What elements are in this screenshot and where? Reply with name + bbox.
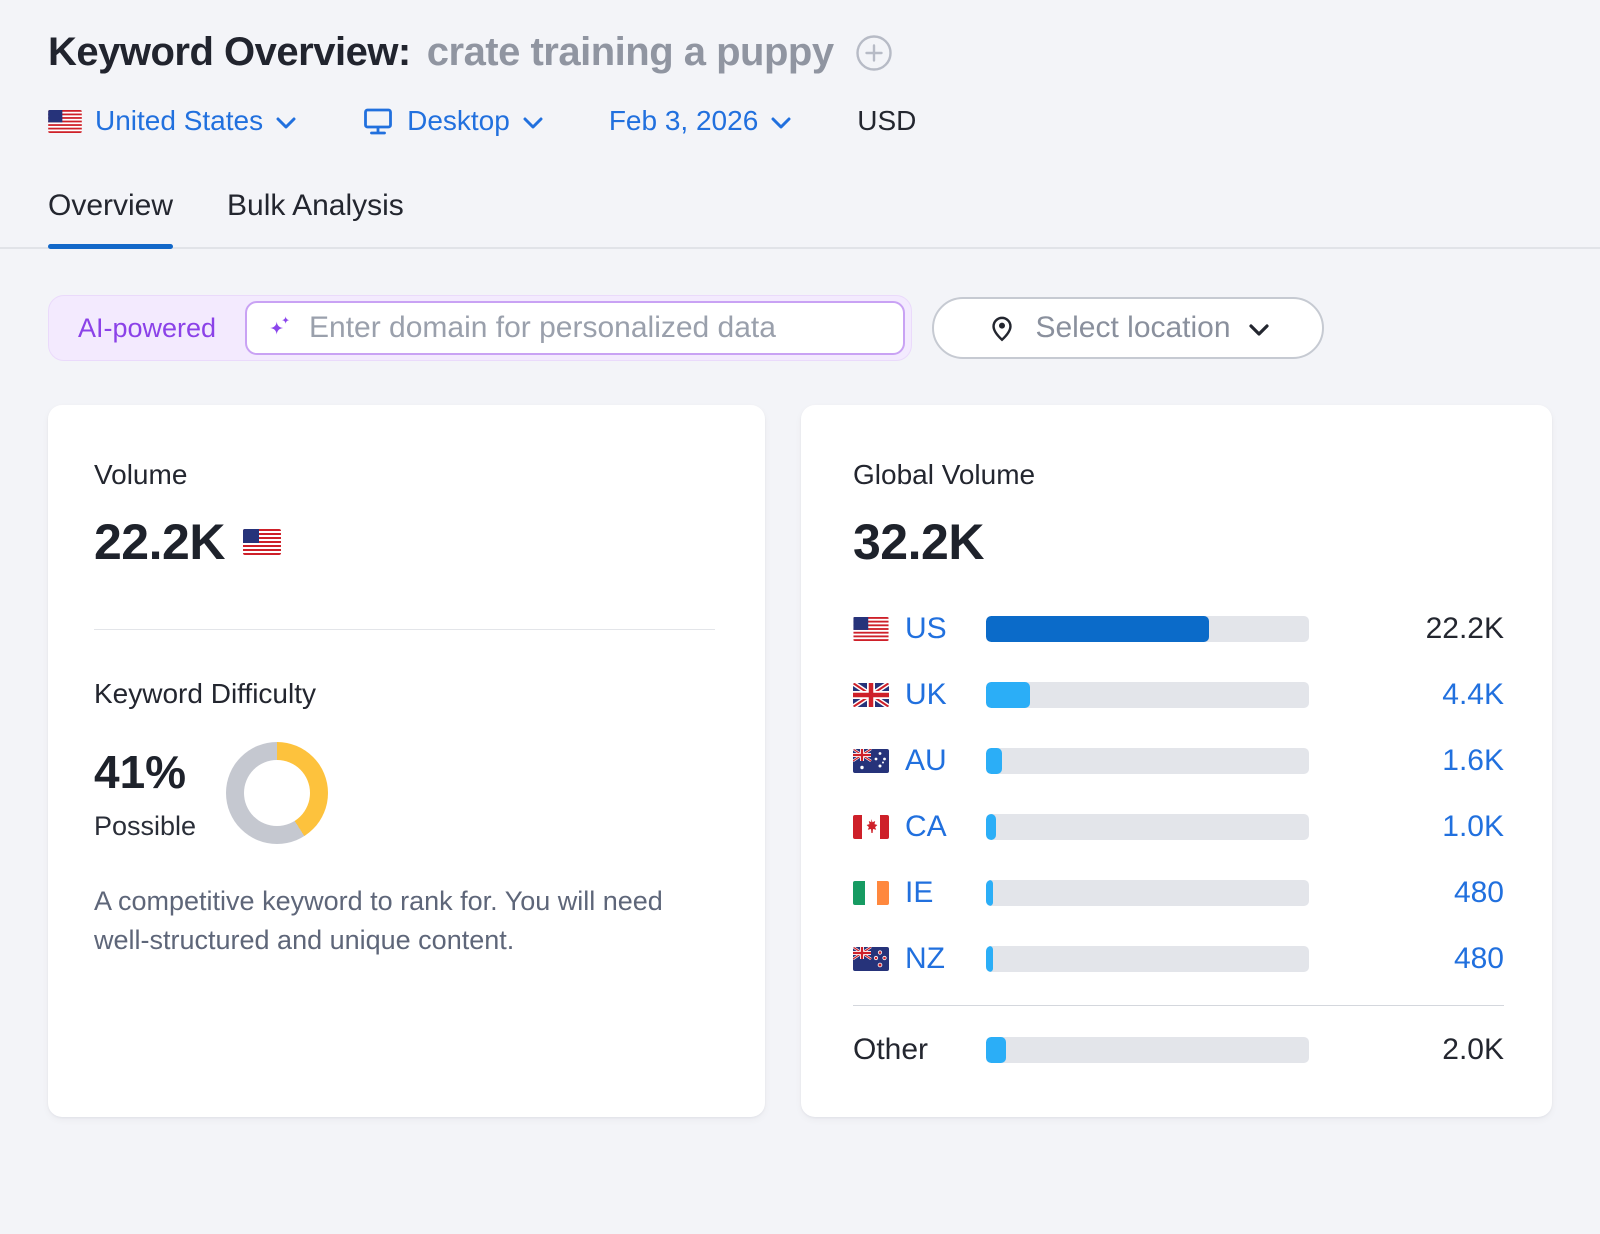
global-volume-card: Global Volume 32.2K US 22.2K: [801, 405, 1552, 1117]
us-flag-icon: [242, 529, 281, 555]
volume-bar-nz: [986, 946, 1309, 972]
country-label-uk[interactable]: UK: [905, 678, 947, 711]
date-filter[interactable]: Feb 3, 2026: [609, 105, 791, 137]
volume-value: 22.2K: [94, 514, 225, 570]
chevron-down-icon: [523, 117, 543, 128]
device-filter-label: Desktop: [407, 105, 510, 136]
volume-bar-au: [986, 748, 1309, 774]
chevron-down-icon: [276, 117, 296, 128]
country-label-ca[interactable]: CA: [905, 810, 947, 843]
domain-input-wrapper: [245, 301, 905, 355]
page-header: Keyword Overview: crate training a puppy…: [0, 0, 1600, 137]
uk-flag-icon: [853, 683, 889, 707]
keyword-text: crate training a puppy: [426, 30, 834, 74]
country-row-uk: UK 4.4K: [853, 675, 1504, 715]
sparkles-icon: [270, 316, 290, 335]
country-value-uk[interactable]: 4.4K: [1442, 678, 1504, 711]
country-row-other: Other 2.0K: [853, 1030, 1504, 1070]
tab-bulk-analysis[interactable]: Bulk Analysis: [227, 189, 404, 222]
ai-powered-badge: AI-powered: [77, 312, 217, 343]
personalization-bar: AI-powered Select location: [0, 295, 1600, 361]
volume-bar-uk: [986, 682, 1309, 708]
other-value: 2.0K: [1442, 1033, 1504, 1066]
country-value-nz[interactable]: 480: [1453, 942, 1504, 975]
volume-bar-ca: [986, 814, 1309, 840]
country-value-us: 22.2K: [1425, 612, 1504, 645]
volume-bar-us: [986, 616, 1309, 642]
tab-bar: Overview Bulk Analysis: [0, 189, 1600, 249]
country-value-au[interactable]: 1.6K: [1442, 744, 1504, 777]
country-filter[interactable]: United States: [48, 105, 296, 137]
page-title: Keyword Overview:: [48, 30, 411, 74]
ai-powered-container: AI-powered: [48, 295, 912, 361]
volume-bar-other: [986, 1037, 1309, 1063]
country-row-ca: CA 1.0K: [853, 807, 1504, 847]
chevron-down-icon: [771, 117, 791, 128]
chevron-down-icon: [1248, 324, 1269, 336]
title-row: Keyword Overview: crate training a puppy: [48, 30, 1552, 75]
device-filter[interactable]: Desktop: [362, 105, 543, 137]
nz-flag-icon: [853, 947, 889, 971]
volume-bar-ie: [986, 880, 1309, 906]
country-filter-label: United States: [95, 105, 264, 136]
select-location-label: Select location: [1035, 311, 1231, 344]
country-value-ie[interactable]: 480: [1453, 876, 1504, 909]
country-label-nz[interactable]: NZ: [905, 942, 945, 975]
country-row-au: AU 1.6K: [853, 741, 1504, 781]
country-row-us: US 22.2K: [853, 609, 1504, 649]
location-pin-icon: [992, 316, 1013, 342]
domain-input[interactable]: [309, 311, 885, 345]
country-volume-list: US 22.2K UK 4.4K: [853, 609, 1504, 1070]
country-label-ie[interactable]: IE: [905, 876, 934, 909]
ie-flag-icon: [853, 881, 889, 905]
country-label-au[interactable]: AU: [905, 744, 947, 777]
keyword-difficulty-title: Keyword Difficulty: [94, 678, 317, 709]
date-filter-label: Feb 3, 2026: [608, 105, 759, 136]
us-flag-icon: [853, 617, 889, 641]
volume-title: Volume: [94, 459, 188, 490]
card-divider: [853, 1005, 1504, 1006]
tab-overview[interactable]: Overview: [48, 189, 174, 249]
global-volume-value: 32.2K: [853, 514, 984, 570]
currency-label: USD: [857, 105, 917, 136]
add-keyword-icon[interactable]: [854, 33, 894, 73]
other-label: Other: [853, 1033, 929, 1066]
country-value-ca[interactable]: 1.0K: [1442, 810, 1504, 843]
au-flag-icon: [853, 749, 889, 773]
global-volume-title: Global Volume: [853, 459, 1036, 490]
country-row-nz: NZ 480: [853, 939, 1504, 979]
keyword-difficulty-donut: [226, 742, 329, 844]
keyword-difficulty-level: Possible: [94, 810, 197, 841]
select-location-button[interactable]: Select location: [932, 297, 1324, 359]
keyword-difficulty-value: 41%: [94, 745, 187, 798]
card-divider: [94, 629, 715, 630]
ca-flag-icon: [853, 815, 889, 839]
desktop-icon: [364, 108, 393, 135]
country-row-ie: IE 480: [853, 873, 1504, 913]
filters-bar: United States Desktop Feb 3, 2026 USD: [48, 105, 1552, 137]
country-label-us[interactable]: US: [905, 612, 947, 645]
us-flag-icon: [48, 109, 82, 133]
volume-card: Volume 22.2K Keyword Difficulty 41% Poss…: [48, 405, 765, 1117]
metric-cards: Volume 22.2K Keyword Difficulty 41% Poss…: [0, 405, 1600, 1117]
keyword-difficulty-description: A competitive keyword to rank for. You w…: [94, 886, 663, 955]
